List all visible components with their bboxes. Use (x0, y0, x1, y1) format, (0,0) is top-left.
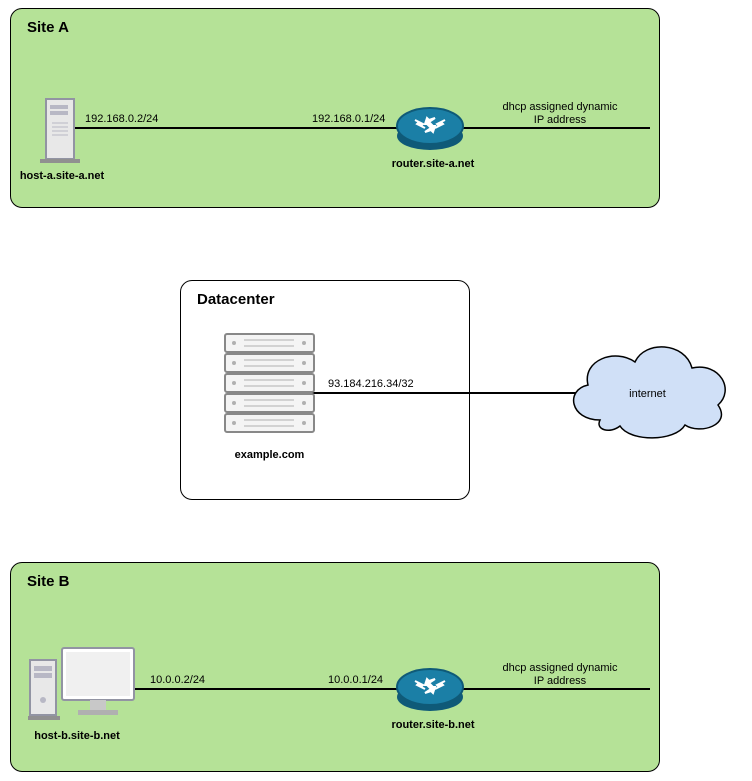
cloud-label: internet (600, 388, 695, 401)
router-icon (395, 102, 465, 152)
dc-server-ip: 93.184.216.34/32 (328, 378, 414, 391)
host-b-ip: 10.0.0.2/24 (150, 674, 205, 687)
diagram-canvas: Site A host-a.site-a.net 192.168.0.2/24 … (0, 0, 752, 781)
site-a-wan-label: dhcp assigned dynamic IP address (490, 101, 630, 127)
dc-server-label: example.com (222, 449, 317, 461)
host-a-ip: 192.168.0.2/24 (85, 113, 158, 126)
router-a-ip: 192.168.0.1/24 (312, 113, 385, 126)
router-icon (395, 663, 465, 713)
workstation-icon (28, 640, 138, 725)
site-b-wan-label: dhcp assigned dynamic IP address (490, 662, 630, 688)
router-a-label: router.site-a.net (378, 158, 488, 170)
router-b-ip: 10.0.0.1/24 (328, 674, 383, 687)
site-a-title: Site A (27, 19, 643, 36)
site-b-title: Site B (27, 573, 643, 590)
router-b-label: router.site-b.net (378, 719, 488, 731)
host-b-label: host-b.site-b.net (22, 730, 132, 742)
datacenter-title: Datacenter (197, 291, 453, 308)
dc-to-cloud-link (290, 392, 590, 394)
host-a-label: host-a.site-a.net (12, 170, 112, 182)
server-rack-icon (222, 330, 317, 440)
server-tower-icon (40, 97, 85, 165)
